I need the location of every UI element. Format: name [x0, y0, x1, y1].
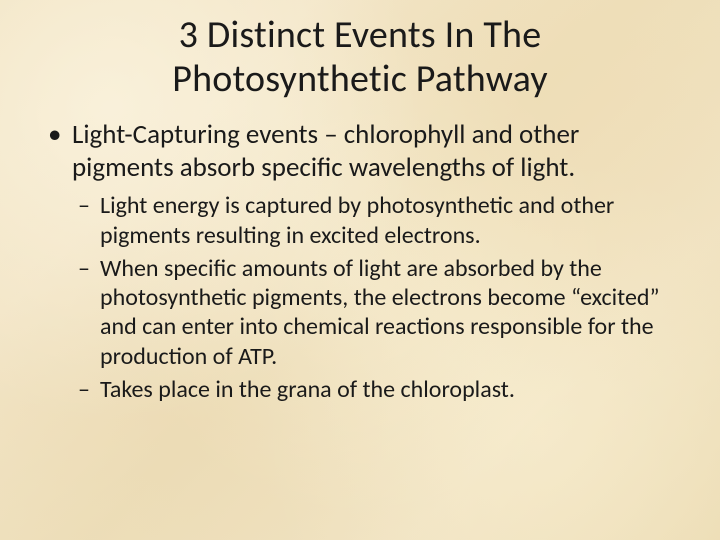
- title-line-1: 3 Distinct Events In The: [179, 12, 542, 58]
- title-line-2: Photosynthetic Pathway: [172, 56, 547, 102]
- bullet-level-2: Takes place in the grana of the chloropl…: [44, 375, 676, 404]
- bullet-level-1: Light-Capturing events – chlorophyll and…: [44, 119, 676, 185]
- bullet-level-2: When specific amounts of light are absor…: [44, 254, 676, 371]
- bullet-text-sub-0: Light energy is captured by photosynthet…: [100, 191, 614, 249]
- bullet-text-main: Light-Capturing events – chlorophyll and…: [72, 118, 579, 184]
- slide-title: 3 Distinct Events In The Photosynthetic …: [0, 0, 720, 109]
- bullet-level-2: Light energy is captured by photosynthet…: [44, 191, 676, 250]
- bullet-text-sub-1: When specific amounts of light are absor…: [100, 254, 660, 371]
- bullet-text-sub-2: Takes place in the grana of the chloropl…: [100, 375, 515, 404]
- slide-body: Light-Capturing events – chlorophyll and…: [0, 109, 720, 404]
